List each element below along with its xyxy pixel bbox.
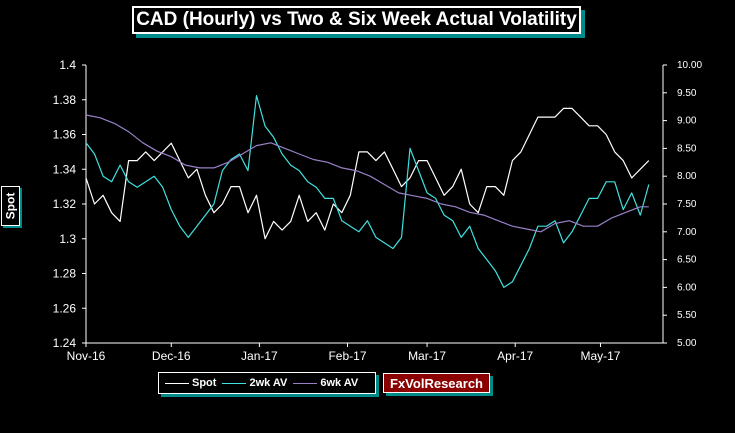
right-tick-label: 6.00 <box>677 282 697 293</box>
right-tick-label: 5.00 <box>677 338 697 349</box>
left-tick-label: 1.4 <box>59 58 76 72</box>
x-tick-label: May-17 <box>580 349 620 363</box>
source-label: FxVolResearch <box>390 375 483 391</box>
right-tick-label: 6.50 <box>677 255 697 266</box>
series-line-spot <box>85 107 650 240</box>
x-tick-label: Mar-17 <box>408 349 446 363</box>
source-badge: FxVolResearch <box>383 373 490 393</box>
legend-label-spot: Spot <box>192 377 217 389</box>
series-line-6wk-av <box>85 114 649 233</box>
legend: Spot 2wk AV 6wk AV <box>158 372 376 394</box>
right-tick-label: 9.00 <box>677 116 697 127</box>
right-tick-label: 5.50 <box>677 310 697 321</box>
right-tick-label: 10.00 <box>677 60 702 71</box>
legend-swatch-6wk <box>293 382 318 384</box>
legend-label-6wk: 6wk AV <box>320 377 359 389</box>
left-tick-label: 1.38 <box>53 93 77 107</box>
legend-item-6wk: 6wk AV <box>293 377 358 389</box>
chart-title: CAD (Hourly) vs Two & Six Week Actual Vo… <box>136 9 577 30</box>
chart-title-box: CAD (Hourly) vs Two & Six Week Actual Vo… <box>132 6 581 34</box>
legend-swatch-2wk <box>222 382 247 384</box>
x-tick-label: Jan-17 <box>241 349 278 363</box>
right-tick-label: 7.00 <box>677 227 697 238</box>
x-tick-label: Dec-16 <box>152 349 191 363</box>
left-tick-label: 1.24 <box>53 336 77 350</box>
right-tick-label: 7.50 <box>677 199 697 210</box>
left-tick-label: 1.28 <box>53 267 77 281</box>
right-tick-label: 8.00 <box>677 171 697 182</box>
left-tick-label: 1.3 <box>59 232 76 246</box>
x-tick-label: Apr-17 <box>497 349 533 363</box>
left-tick-label: 1.32 <box>53 197 77 211</box>
right-tick-label: 8.50 <box>677 143 697 154</box>
legend-item-2wk: 2wk AV <box>222 377 287 389</box>
y-axis-label-box: Spot <box>1 186 20 226</box>
left-tick-label: 1.34 <box>53 162 77 176</box>
x-tick-label: Feb-17 <box>328 349 366 363</box>
legend-swatch-spot <box>165 382 189 384</box>
legend-item-spot: Spot <box>165 377 216 389</box>
x-tick-label: Nov-16 <box>67 349 106 363</box>
legend-label-2wk: 2wk AV <box>249 377 288 389</box>
left-tick-label: 1.26 <box>53 301 77 315</box>
series-line-2wk-av <box>85 94 650 288</box>
right-tick-label: 9.50 <box>677 88 697 99</box>
left-tick-label: 1.36 <box>53 128 77 142</box>
